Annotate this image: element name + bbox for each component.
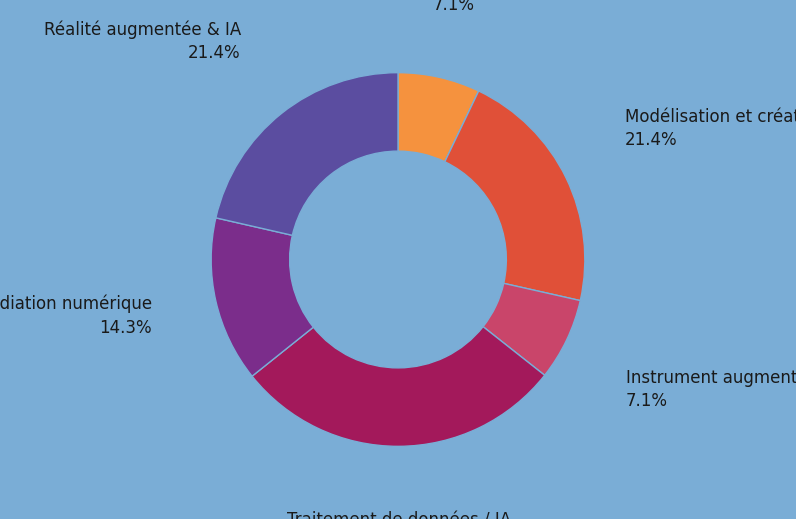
Text: Traitement de données / IA
28.6%: Traitement de données / IA 28.6% [287, 512, 511, 519]
Text: Instrument augmenté
7.1%: Instrument augmenté 7.1% [626, 368, 796, 410]
Text: Blockchain
7.1%: Blockchain 7.1% [409, 0, 499, 13]
Text: Médiation numérique
14.3%: Médiation numérique 14.3% [0, 295, 152, 337]
Wedge shape [483, 283, 580, 375]
Wedge shape [252, 326, 544, 446]
Wedge shape [445, 91, 585, 301]
Wedge shape [216, 73, 398, 235]
Text: Modélisation et création 3D
21.4%: Modélisation et création 3D 21.4% [625, 108, 796, 149]
Wedge shape [211, 218, 314, 376]
Text: Réalité augmentée & IA
21.4%: Réalité augmentée & IA 21.4% [44, 20, 240, 62]
Wedge shape [398, 73, 478, 162]
